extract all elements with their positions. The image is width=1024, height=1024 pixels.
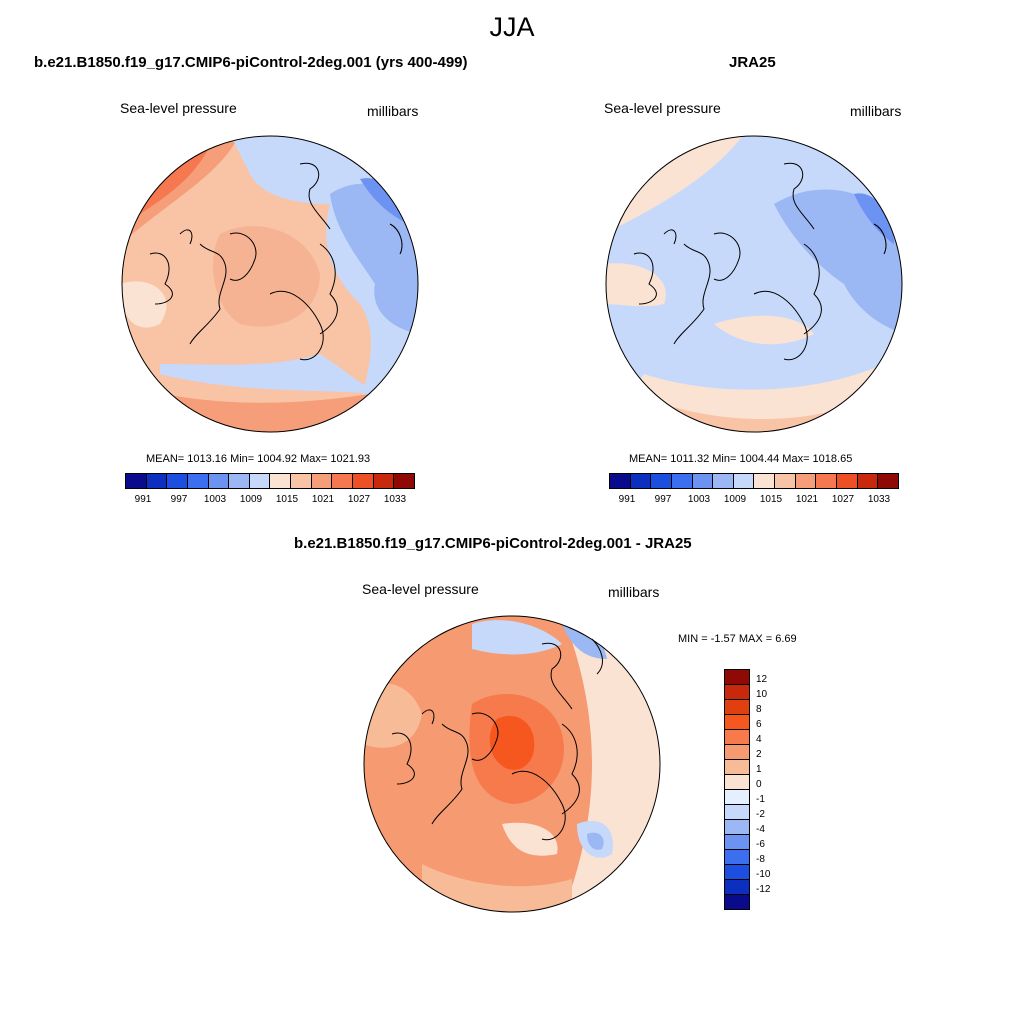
colorbar-swatch	[146, 474, 168, 488]
tick-label: 2	[756, 749, 762, 760]
colorbar-swatch	[725, 730, 749, 745]
colorbar-swatch	[353, 474, 374, 488]
colorbar-swatch	[311, 474, 333, 488]
tick-label: 1009	[723, 494, 747, 505]
tick-label: 1027	[831, 494, 855, 505]
obs-colorbar-ticks: 991 997 1003 1009 1015 1021 1027 1033	[609, 494, 897, 505]
diff-colorbar	[724, 669, 750, 910]
colorbar-swatch	[610, 474, 631, 488]
obs-panel-title: JRA25	[729, 54, 776, 71]
colorbar-swatch	[795, 474, 817, 488]
diff-panel-title: b.e21.B1850.f19_g17.CMIP6-piControl-2deg…	[294, 535, 692, 552]
colorbar-swatch	[725, 745, 749, 760]
colorbar-swatch	[725, 685, 749, 700]
colorbar-swatch	[837, 474, 858, 488]
colorbar-swatch	[270, 474, 292, 488]
tick-label: 12	[756, 674, 768, 685]
tick-label: 991	[618, 494, 636, 505]
tick-label: 1033	[867, 494, 891, 505]
colorbar-swatch	[725, 670, 749, 685]
tick-label: -8	[756, 854, 765, 865]
tick-label: 0	[756, 779, 762, 790]
colorbar-swatch	[816, 474, 838, 488]
diff-colorbar-ticks: 12 10 8 6 4 2 1 0 -1 -2 -4 -6 -8 -10 -12	[756, 672, 770, 897]
colorbar-swatch	[630, 474, 652, 488]
obs-colorbar	[609, 473, 899, 489]
colorbar-swatch	[249, 474, 271, 488]
colorbar-swatch	[332, 474, 354, 488]
diff-variable-label: Sea-level pressure	[362, 581, 479, 597]
tick-label: -6	[756, 839, 765, 850]
colorbar-swatch	[167, 474, 188, 488]
tick-label: 1033	[383, 494, 407, 505]
colorbar-swatch	[725, 835, 749, 850]
tick-label: 1015	[275, 494, 299, 505]
model-variable-label: Sea-level pressure	[120, 100, 237, 116]
tick-label: 1009	[239, 494, 263, 505]
tick-label: 1021	[311, 494, 335, 505]
tick-label: 6	[756, 719, 762, 730]
diff-polar-map	[363, 615, 661, 913]
tick-label: 1003	[687, 494, 711, 505]
tick-label: -4	[756, 824, 765, 835]
colorbar-swatch	[187, 474, 209, 488]
tick-label: -12	[756, 884, 771, 895]
colorbar-swatch	[291, 474, 312, 488]
diff-units-label: millibars	[608, 584, 660, 600]
colorbar-swatch	[725, 820, 749, 835]
tick-label: 10	[756, 689, 768, 700]
colorbar-swatch	[394, 474, 414, 488]
colorbar-swatch	[692, 474, 714, 488]
colorbar-swatch	[208, 474, 230, 488]
colorbar-swatch	[229, 474, 250, 488]
colorbar-swatch	[725, 790, 749, 805]
model-colorbar	[125, 473, 415, 489]
colorbar-swatch	[725, 805, 749, 820]
tick-label: -2	[756, 809, 765, 820]
tick-label: 1	[756, 764, 762, 775]
colorbar-swatch	[733, 474, 755, 488]
obs-variable-label: Sea-level pressure	[604, 100, 721, 116]
tick-label: 8	[756, 704, 762, 715]
colorbar-swatch	[713, 474, 734, 488]
colorbar-swatch	[725, 865, 749, 880]
tick-label: 991	[134, 494, 152, 505]
obs-units-label: millibars	[850, 103, 902, 119]
figure-title: JJA	[489, 12, 535, 42]
tick-label: 1015	[759, 494, 783, 505]
tick-label: -10	[756, 869, 771, 880]
model-colorbar-ticks: 991 997 1003 1009 1015 1021 1027 1033	[125, 494, 413, 505]
tick-label: -1	[756, 794, 765, 805]
colorbar-swatch	[671, 474, 693, 488]
colorbar-swatch	[775, 474, 796, 488]
tick-label: 997	[654, 494, 672, 505]
obs-stats: MEAN= 1011.32 Min= 1004.44 Max= 1018.65	[629, 453, 853, 465]
colorbar-swatch	[373, 474, 395, 488]
tick-label: 997	[170, 494, 188, 505]
colorbar-swatch	[126, 474, 147, 488]
colorbar-swatch	[857, 474, 879, 488]
tick-label: 1027	[347, 494, 371, 505]
model-panel-title: b.e21.B1850.f19_g17.CMIP6-piControl-2deg…	[34, 54, 468, 71]
diff-stats: MIN = -1.57 MAX = 6.69	[678, 633, 797, 645]
colorbar-swatch	[725, 700, 749, 715]
tick-label: 4	[756, 734, 762, 745]
colorbar-swatch	[725, 760, 749, 775]
obs-polar-map	[605, 135, 903, 433]
colorbar-swatch	[651, 474, 672, 488]
colorbar-swatch	[725, 895, 749, 909]
model-polar-map	[121, 135, 419, 433]
colorbar-swatch	[725, 880, 749, 895]
colorbar-swatch	[725, 850, 749, 865]
model-units-label: millibars	[367, 103, 419, 119]
model-stats: MEAN= 1013.16 Min= 1004.92 Max= 1021.93	[146, 453, 371, 465]
colorbar-swatch	[754, 474, 776, 488]
tick-label: 1021	[795, 494, 819, 505]
colorbar-swatch	[725, 775, 749, 790]
tick-label: 1003	[203, 494, 227, 505]
colorbar-swatch	[725, 715, 749, 730]
colorbar-swatch	[878, 474, 898, 488]
